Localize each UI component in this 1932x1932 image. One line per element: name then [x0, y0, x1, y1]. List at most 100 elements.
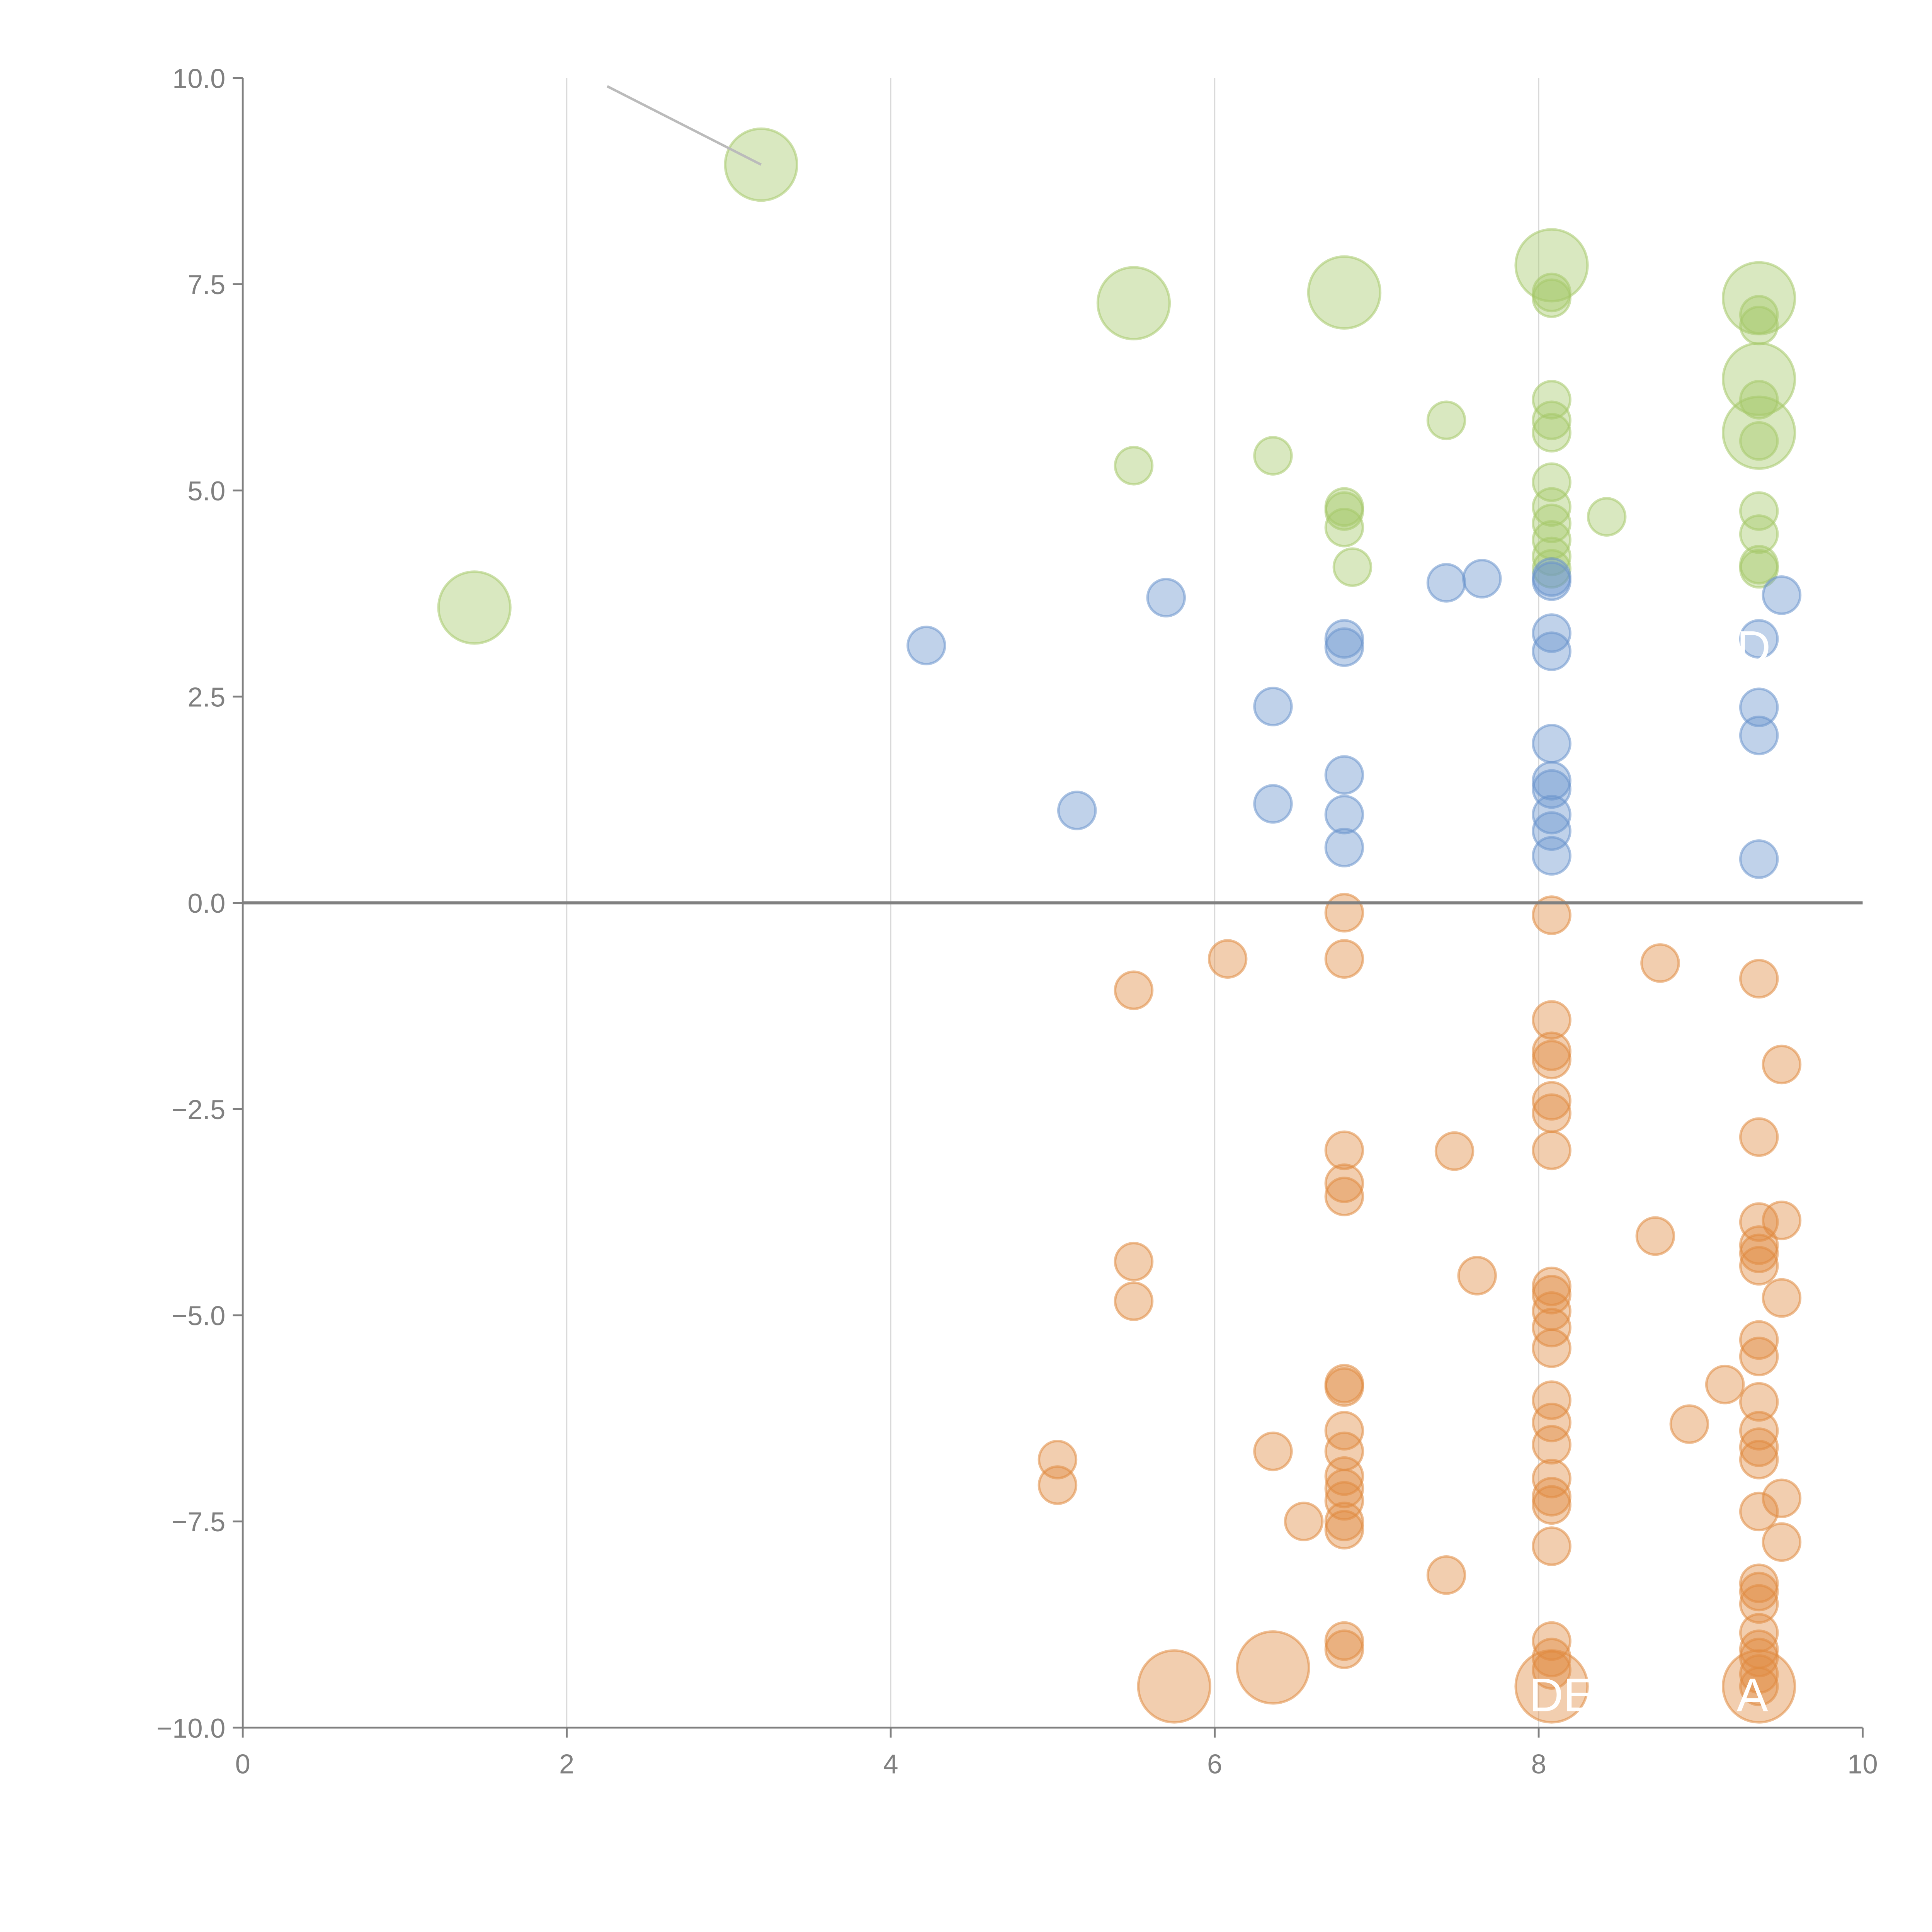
- bubble-orange: [1635, 1216, 1675, 1256]
- data-points: [437, 127, 1802, 1724]
- bubble-blue: [1532, 724, 1571, 764]
- x-tick-label: 2: [559, 1749, 574, 1779]
- bubble-orange: [1739, 1202, 1779, 1242]
- bubble-orange: [1739, 1382, 1779, 1422]
- bubble-orange: [1532, 1000, 1571, 1040]
- annotations: DE A D: [607, 85, 1771, 1721]
- bubble-orange: [1739, 1320, 1779, 1360]
- bubble-green: [1532, 400, 1571, 440]
- bubble-orange: [1037, 1465, 1078, 1505]
- bubble-green: [1739, 491, 1779, 531]
- bubble-orange: [1532, 1380, 1571, 1420]
- bubble-orange: [1324, 1163, 1364, 1203]
- bubble-orange: [1426, 1555, 1466, 1595]
- bubble-orange: [1324, 893, 1364, 933]
- bubble-orange: [1532, 1485, 1571, 1525]
- bubble-blue: [1739, 715, 1779, 755]
- bubble-orange: [1739, 959, 1779, 999]
- bubble-blue: [1532, 761, 1571, 801]
- bubble-orange: [1324, 1177, 1364, 1216]
- bubble-orange: [1514, 1649, 1589, 1724]
- bubble-orange: [1532, 1031, 1571, 1071]
- bubble-green: [1332, 547, 1372, 587]
- bubble-green: [1739, 514, 1779, 554]
- bubble-green: [1114, 446, 1154, 486]
- bubble-green: [1739, 421, 1779, 461]
- bubble-orange: [1739, 1440, 1779, 1480]
- x-tick-label: 0: [235, 1749, 250, 1779]
- x-tick-label: 8: [1531, 1749, 1546, 1779]
- y-tick-label: 5.0: [187, 476, 225, 506]
- bubble-orange: [1739, 1411, 1779, 1451]
- bubble-orange: [1457, 1256, 1497, 1296]
- bubble-orange: [1739, 1638, 1779, 1677]
- y-tick-label: 10.0: [172, 63, 225, 94]
- bubble-orange: [1705, 1364, 1745, 1405]
- bubble-green: [1307, 255, 1382, 330]
- bubble-orange: [1532, 1638, 1571, 1677]
- bubble-orange: [1669, 1404, 1709, 1444]
- bubble-blue: [1146, 578, 1186, 618]
- bubble-orange: [1722, 1649, 1796, 1724]
- bubble-orange: [1739, 1492, 1779, 1532]
- bubble-orange: [1762, 1478, 1802, 1519]
- bubble-blue: [1739, 687, 1779, 727]
- bubble-green: [1532, 487, 1571, 527]
- bubble-orange: [1114, 970, 1154, 1010]
- bubble-orange: [1739, 1117, 1779, 1157]
- y-tick-label: −7.5: [172, 1507, 225, 1537]
- bubble-green: [1514, 228, 1589, 303]
- bubble-blue: [1532, 836, 1571, 876]
- bubble-blue: [1324, 619, 1364, 659]
- bubble-orange: [1324, 1130, 1364, 1170]
- bubble-green: [1532, 549, 1571, 589]
- bubble-orange: [1739, 1667, 1779, 1706]
- bubble-orange: [1762, 1278, 1802, 1318]
- bubble-orange: [1532, 1621, 1571, 1661]
- bubble-blue: [1426, 563, 1466, 603]
- bubble-orange: [1739, 1571, 1779, 1612]
- bubble-orange: [1762, 1522, 1802, 1562]
- bubble-orange: [1532, 1308, 1571, 1348]
- y-tick-label: 0.0: [187, 888, 225, 918]
- point-label: A: [1737, 1669, 1768, 1721]
- bubble-orange: [1762, 1201, 1802, 1240]
- bubble-orange: [1324, 939, 1364, 979]
- point-label: D: [1737, 621, 1771, 674]
- bubble-green: [1324, 508, 1364, 548]
- bubble-orange: [1739, 1225, 1779, 1265]
- bubble-orange: [1532, 1039, 1571, 1080]
- bubble-blue: [1762, 575, 1802, 615]
- bubble-orange: [1532, 1328, 1571, 1368]
- bubble-orange: [1532, 1093, 1571, 1133]
- bubble-green: [1426, 400, 1466, 440]
- bubble-orange: [1739, 1584, 1779, 1624]
- bubble-orange: [1114, 1281, 1154, 1321]
- bubble-green: [437, 570, 512, 645]
- bubble-orange: [1762, 1044, 1802, 1085]
- bubble-blue: [1462, 559, 1502, 599]
- bubble-orange: [1236, 1630, 1310, 1705]
- bubble-orange: [1324, 1481, 1364, 1521]
- bubble-orange: [1739, 1654, 1779, 1694]
- bubble-blue: [906, 626, 946, 665]
- bubble-orange: [1739, 1563, 1779, 1603]
- bubble-blue: [1739, 839, 1779, 879]
- y-tick-label: 7.5: [187, 269, 225, 300]
- x-tick-label: 10: [1847, 1749, 1878, 1779]
- bubble-orange: [1208, 939, 1248, 979]
- bubble-orange: [1324, 1621, 1364, 1661]
- bubble-blue: [1057, 791, 1097, 830]
- bubble-orange: [1324, 1468, 1364, 1509]
- bubble-orange: [1284, 1502, 1324, 1541]
- bubble-blue: [1324, 828, 1364, 867]
- bubble-orange: [1253, 1431, 1293, 1471]
- bubble-green: [1532, 503, 1571, 543]
- bubble-green: [1253, 436, 1293, 476]
- bubble-orange: [1532, 1477, 1571, 1517]
- bubble-orange: [1739, 1427, 1779, 1467]
- leader-line: [607, 85, 762, 166]
- y-tick-label: −2.5: [172, 1094, 225, 1125]
- bubble-orange: [1532, 1526, 1571, 1566]
